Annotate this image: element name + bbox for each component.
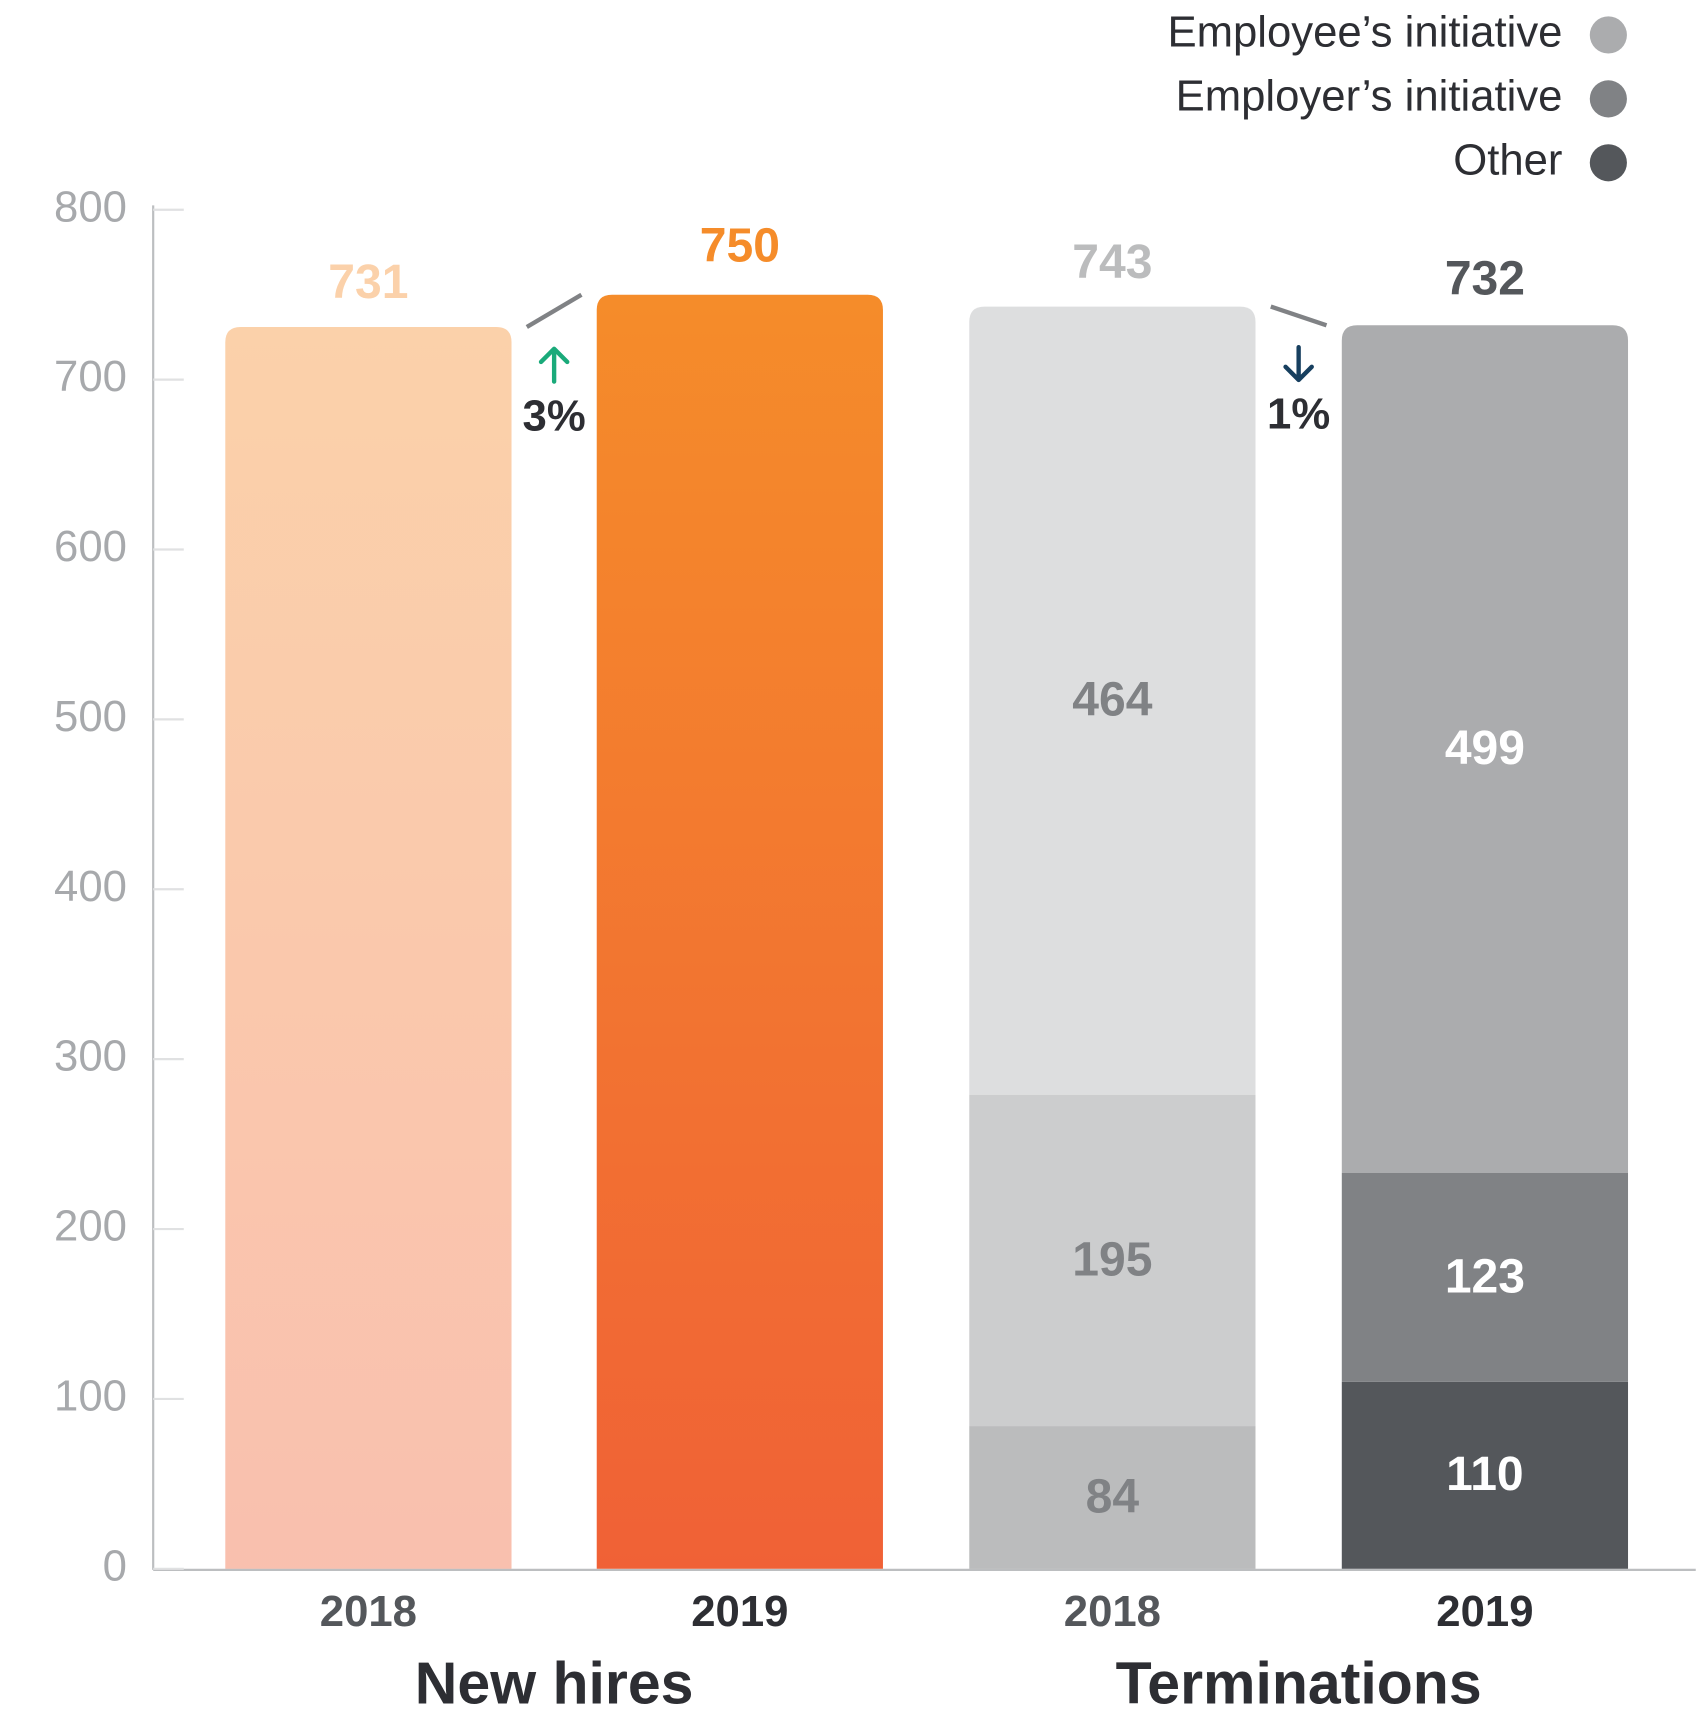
y-tick-label: 600 [54, 522, 127, 571]
segment-label: 123 [1445, 1249, 1525, 1303]
value-label: 750 [700, 219, 780, 273]
change-label: 1% [1267, 390, 1330, 439]
bar [225, 326, 512, 1569]
bar-segment [969, 306, 1256, 1095]
group-label: Terminations [1116, 1650, 1482, 1713]
y-tick-label: 0 [103, 1541, 127, 1590]
bar-segment [1341, 1172, 1629, 1382]
legend-label: Employer’s initiative [1176, 71, 1563, 120]
value-label: 731 [328, 255, 408, 309]
bar [596, 294, 883, 1569]
change-label: 3% [523, 391, 586, 440]
y-tick-label: 500 [54, 692, 127, 741]
segment-label: 84 [1086, 1469, 1140, 1523]
bar-segment [1341, 1381, 1629, 1569]
legend-swatch [1589, 16, 1627, 54]
group-label: New hires [415, 1650, 694, 1713]
y-tick-label: 200 [54, 1202, 127, 1251]
x-tick-label: 2019 [691, 1587, 788, 1636]
total-label: 732 [1445, 251, 1525, 305]
y-tick-label: 700 [54, 352, 127, 401]
legend-swatch [1589, 144, 1627, 182]
total-label: 743 [1072, 235, 1152, 289]
y-tick-label: 300 [54, 1032, 127, 1081]
segment-label: 110 [1446, 1447, 1524, 1501]
legend-label: Employee’s initiative [1167, 8, 1562, 57]
x-tick-label: 2018 [1064, 1587, 1161, 1636]
bar-segment [969, 1094, 1256, 1427]
change-connector [1270, 304, 1328, 328]
bar-segment [1341, 325, 1629, 1173]
y-tick-label: 400 [54, 862, 127, 911]
segment-label: 499 [1445, 721, 1525, 775]
x-tick-label: 2019 [1436, 1587, 1533, 1636]
y-tick-label: 800 [54, 182, 127, 231]
legend-swatch [1589, 80, 1627, 118]
change-arrow [1283, 344, 1314, 383]
legend-label: Other [1453, 135, 1562, 184]
segment-label: 195 [1072, 1232, 1152, 1286]
y-tick-label: 100 [54, 1371, 127, 1420]
segment-label: 464 [1072, 673, 1152, 727]
bar-segment [969, 1426, 1256, 1569]
change-connector [525, 292, 583, 329]
x-tick-label: 2018 [320, 1587, 417, 1636]
change-arrow [538, 346, 570, 384]
